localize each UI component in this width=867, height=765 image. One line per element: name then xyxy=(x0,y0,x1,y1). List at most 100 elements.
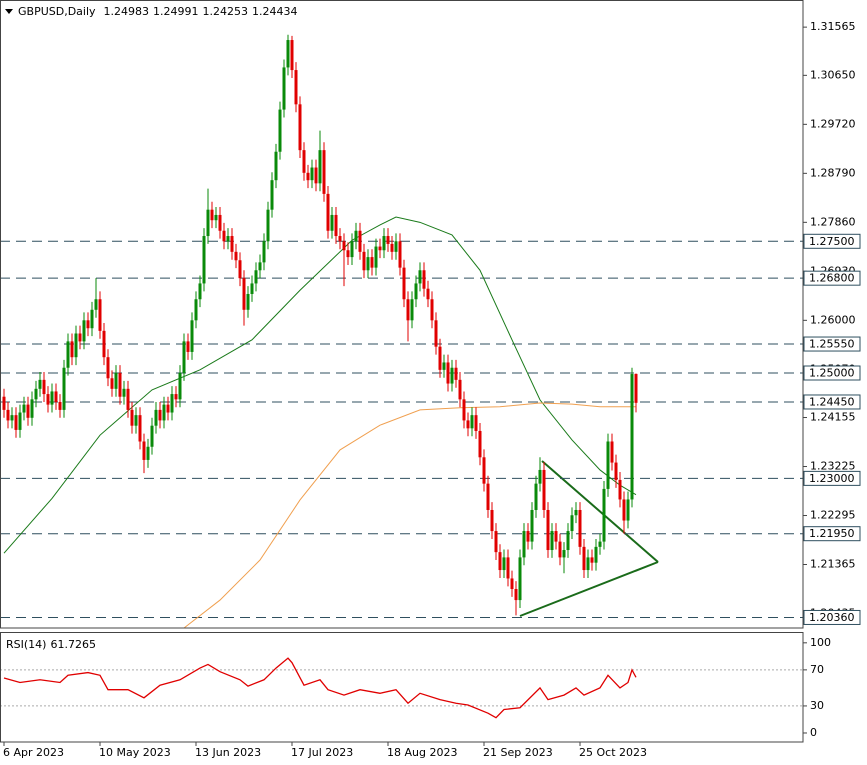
candle-body xyxy=(138,415,142,442)
candle-body xyxy=(302,150,306,173)
candle-body xyxy=(90,309,94,329)
candle-body xyxy=(626,499,630,521)
candle-body xyxy=(202,236,206,284)
candle-body xyxy=(526,531,530,542)
rsi-tick-label: 30 xyxy=(810,699,824,712)
candle-body xyxy=(166,404,170,413)
x-tick-label: 18 Aug 2023 xyxy=(387,746,457,759)
candle-body xyxy=(82,320,86,342)
candle-body xyxy=(226,236,230,242)
candle-body xyxy=(242,278,246,310)
candle-body xyxy=(318,150,322,184)
level-label: 1.25000 xyxy=(809,367,855,380)
x-tick-label: 10 May 2023 xyxy=(99,746,171,759)
level-label-box xyxy=(803,609,861,625)
level-label-box xyxy=(803,470,861,486)
candle-body xyxy=(250,283,254,294)
candle-body xyxy=(378,246,382,251)
candle-body xyxy=(434,320,438,347)
candle-body xyxy=(170,394,174,413)
candle-body xyxy=(326,193,330,231)
candle-body xyxy=(150,425,154,447)
trend-line xyxy=(541,460,659,563)
candle-body xyxy=(14,415,18,430)
candle-body xyxy=(410,299,414,321)
candle-body xyxy=(218,214,222,231)
candle-body xyxy=(98,299,102,331)
candle-body xyxy=(42,379,46,395)
rsi-tick-label: 100 xyxy=(810,636,831,649)
candle-body xyxy=(586,557,590,571)
candle-body xyxy=(566,531,570,551)
candle-body xyxy=(390,243,394,252)
candle-body xyxy=(178,373,182,400)
candle-body xyxy=(554,531,558,542)
candle-body xyxy=(262,241,266,263)
candle-body xyxy=(350,241,354,258)
candle-body xyxy=(370,257,374,268)
candle-body xyxy=(618,479,622,500)
candle-body xyxy=(478,430,482,458)
candle-body xyxy=(418,270,422,284)
rsi-tick-label: 0 xyxy=(810,726,817,739)
candle-body xyxy=(274,151,278,181)
open: 1.24983 xyxy=(104,5,150,18)
candle-body xyxy=(106,357,110,379)
candle-body xyxy=(334,214,338,237)
candle-body xyxy=(446,362,450,384)
rsi-tick-label: 70 xyxy=(810,663,824,676)
candle-body xyxy=(562,550,566,558)
level-label: 1.27500 xyxy=(809,235,855,248)
candle-body xyxy=(246,293,250,310)
moving-average xyxy=(183,402,636,628)
candle-body xyxy=(522,531,526,558)
candle-body xyxy=(398,241,402,268)
candle-body xyxy=(198,283,202,300)
candle-body xyxy=(130,409,134,426)
candle-body xyxy=(290,40,294,71)
candle-body xyxy=(294,70,298,105)
candle-body xyxy=(214,214,218,221)
candle-body xyxy=(182,341,186,374)
candle-body xyxy=(238,260,242,279)
rsi-value: 61.7265 xyxy=(50,638,96,651)
candle-body xyxy=(458,379,462,400)
level-label: 1.23000 xyxy=(809,472,855,485)
candle-body xyxy=(110,378,114,389)
candle-body xyxy=(70,341,74,358)
candle-body xyxy=(578,509,582,547)
candle-body xyxy=(582,546,586,571)
level-label: 1.26800 xyxy=(809,272,855,285)
candle-body xyxy=(354,230,358,242)
level-label-box xyxy=(803,394,861,410)
candle-body xyxy=(10,415,14,421)
candle-body xyxy=(574,509,578,516)
candle-body xyxy=(258,262,262,271)
candle-body xyxy=(174,394,178,400)
candle-body xyxy=(386,236,390,244)
candle-body xyxy=(490,509,494,532)
candle-body xyxy=(282,67,286,110)
y-tick-label: 1.29720 xyxy=(810,117,856,130)
candle-body xyxy=(50,391,54,405)
candle-body xyxy=(114,373,118,389)
level-label: 1.25550 xyxy=(809,338,855,351)
candle-body xyxy=(494,531,498,553)
candle-body xyxy=(254,270,258,284)
candle-body xyxy=(530,509,534,542)
x-tick-label: 6 Apr 2023 xyxy=(3,746,64,759)
candle-body xyxy=(602,488,606,542)
candle-body xyxy=(358,230,362,252)
candle-body xyxy=(74,333,78,358)
candle-body xyxy=(534,483,538,510)
candle-body xyxy=(450,367,454,384)
candle-body xyxy=(118,373,122,397)
candle-body xyxy=(154,409,158,426)
close: 1.24434 xyxy=(252,5,298,18)
candle-body xyxy=(606,441,610,489)
candle-body xyxy=(78,333,82,342)
candle-body xyxy=(466,420,470,429)
candle-body xyxy=(54,391,58,402)
candle-body xyxy=(338,236,342,242)
